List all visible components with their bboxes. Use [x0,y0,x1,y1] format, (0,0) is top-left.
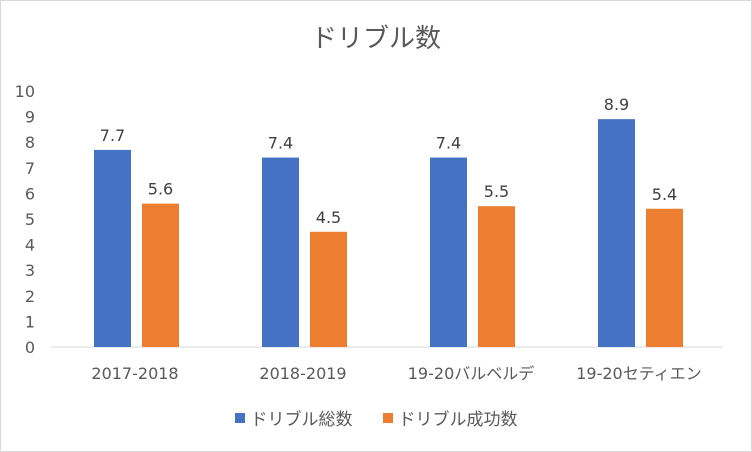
legend-item-total: ドリブル総数 [234,405,353,430]
y-tick-label: 4 [25,236,35,255]
bar-total [430,157,467,347]
bar-total [94,149,131,347]
data-label: 7.4 [268,134,293,153]
data-label: 8.9 [604,95,629,114]
y-tick-label: 3 [25,261,35,280]
y-tick-label: 6 [25,184,35,203]
bar-total [262,157,299,347]
chart-legend: ドリブル総数 ドリブル成功数 [1,405,751,430]
bar-total [598,119,635,347]
legend-label-success: ドリブル成功数 [398,410,518,430]
data-label: 5.5 [484,182,509,201]
y-tick-label: 1 [25,312,35,331]
chart-title: ドリブル数 [310,24,441,54]
bar-success [478,206,515,347]
data-label: 7.4 [436,134,461,153]
data-label: 7.7 [100,126,125,145]
data-label: 5.4 [652,185,677,204]
legend-swatch-total [234,412,245,423]
data-label: 5.6 [148,180,173,199]
y-tick-label: 0 [25,338,35,357]
legend-item-success: ドリブル成功数 [382,405,518,430]
legend-swatch-success [382,412,393,423]
bar-success [646,208,683,347]
y-tick-label: 5 [25,210,35,229]
bar-success [142,203,179,347]
legend-label-total: ドリブル総数 [250,410,353,430]
y-tick-label: 9 [25,108,35,127]
x-tick-label: 19-20セティエン [576,364,702,383]
data-label: 4.5 [316,208,341,227]
x-tick-label: 2017-2018 [91,364,178,383]
x-tick-label: 19-20バルベルデ [408,364,535,383]
x-tick-label: 2018-2019 [259,364,346,383]
y-tick-label: 2 [25,287,35,306]
y-tick-label: 8 [25,133,35,152]
y-tick-label: 10 [15,82,35,101]
bar-success [310,231,347,347]
y-tick-label: 7 [25,159,35,178]
